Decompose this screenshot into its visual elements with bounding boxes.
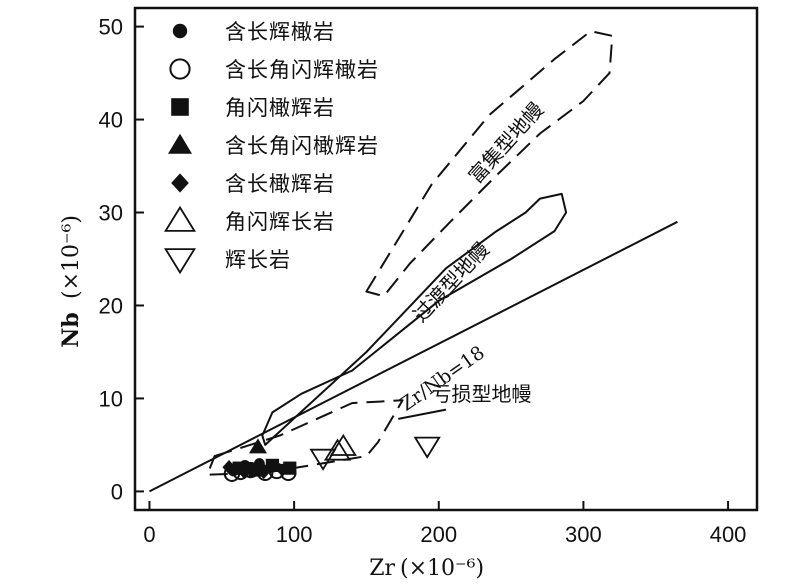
region-label-1: 富集型地幔 [464,98,549,188]
legend-label-6: 角闪辉长岩 [225,210,335,234]
data-point-s3-2 [248,463,262,477]
data-point-s5-1 [222,460,236,475]
y-tick-label-10: 10 [99,386,123,411]
data-point-s4-1 [248,438,267,454]
legend-marker-1 [172,23,188,39]
x-tick-label-400: 400 [710,522,747,547]
region-outline-1 [365,30,614,298]
y-tick-label-40: 40 [99,108,123,133]
region-label-3: 亏损型地幔 [432,382,532,406]
reference-line [149,220,678,493]
legend-label-7: 辉长岩 [225,248,291,272]
region-leader-line [398,408,447,420]
data-point-s5-3 [257,464,271,480]
legend-label-1: 含长辉橄岩 [225,20,335,44]
x-tick-label-0: 0 [143,522,155,547]
x-tick-label-100: 100 [276,522,313,547]
legend-label-5: 含长橄辉岩 [225,172,335,196]
y-axis-title: Nb [58,312,84,348]
legend-label-3: 角闪橄辉岩 [225,96,335,120]
data-point-s7-1 [309,448,337,471]
legend-marker-3 [171,98,189,116]
legend-marker-5 [171,173,189,193]
legend-marker-2 [169,58,191,80]
x-tick-label-200: 200 [420,522,457,547]
legend-marker-7 [163,248,197,275]
region-outline-2 [261,192,568,446]
legend-label-2: 含长角闪辉橄岩 [225,58,379,82]
region-label-2: 过渡型地幔 [408,237,494,327]
data-point-s5-2 [236,463,251,479]
y-tick-label-50: 50 [99,15,123,40]
data-point-s6-2 [329,433,357,456]
data-point-s3-4 [283,461,297,475]
data-point-s7-2 [413,436,441,459]
data-points [222,433,441,482]
x-axis-title: Zr [369,556,395,581]
legend-marker-4 [168,133,192,154]
plot-frame [133,6,759,512]
y-tick-label-20: 20 [99,293,123,318]
legend-label-4: 含长角闪橄辉岩 [225,134,379,158]
y-axis-unit: (×10⁻⁶) [59,215,84,299]
region-outline-3 [206,399,404,476]
y-tick-label-0: 0 [111,479,123,504]
axes: 0 100 200 300 400 0 10 20 30 40 50 [99,6,759,547]
data-point-s3-3 [265,458,280,472]
x-axis-unit: (×10⁻⁶) [400,556,484,581]
y-axis-title-group: Nb (×10⁻⁶) [58,215,84,348]
legend-marker-6 [163,205,197,232]
x-tick-label-300: 300 [565,522,602,547]
y-tick-label-30: 30 [99,201,123,226]
